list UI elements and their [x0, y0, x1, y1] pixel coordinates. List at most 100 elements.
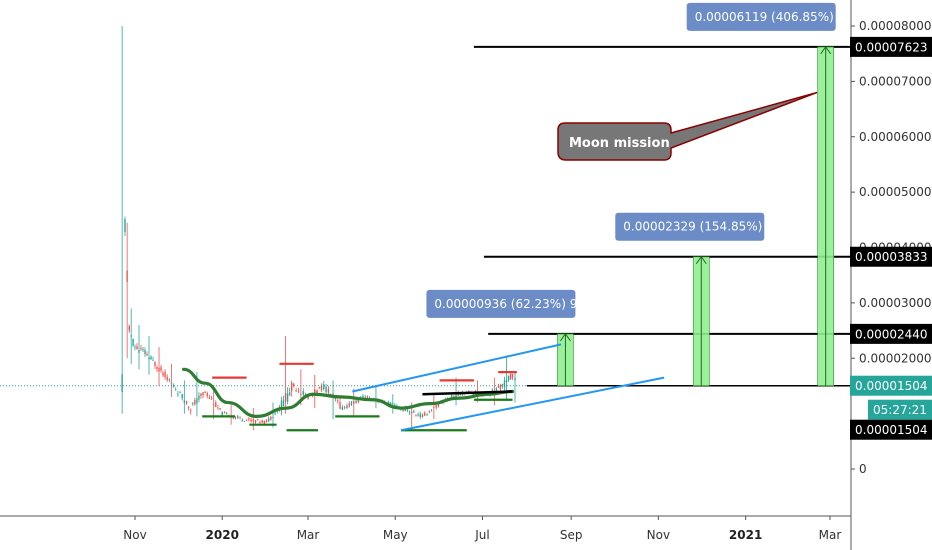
projection-label[interactable]: 0.00000936 (62.23%) 936 [426, 289, 593, 318]
candle-body [295, 390, 297, 392]
candle-body [265, 420, 268, 422]
callout-text: Moon mission [569, 136, 670, 151]
candle-body [232, 417, 235, 419]
candle-body [248, 418, 250, 420]
candle-body [158, 367, 160, 372]
candle-body [339, 401, 341, 409]
candle-body [215, 402, 217, 407]
candle-body [366, 396, 369, 400]
candle-body [514, 377, 516, 381]
candle-body [415, 414, 417, 416]
candle-body [208, 397, 211, 399]
candle-body [170, 382, 173, 384]
candle-body [261, 420, 263, 423]
candle-body [302, 391, 304, 395]
candle-body [507, 375, 510, 381]
channel-line[interactable] [352, 343, 562, 393]
time-tick-label: 2021 [729, 528, 762, 542]
candle-body [172, 385, 175, 387]
candle-body [198, 395, 200, 400]
moving-average-line[interactable] [182, 367, 515, 418]
target-price-badge-text: 0.00002440 [855, 327, 928, 341]
candle-body [192, 403, 194, 405]
candles [121, 26, 516, 431]
candle-body [413, 411, 415, 413]
channel-line[interactable] [400, 376, 665, 432]
candle-body [368, 397, 371, 399]
candle-body [323, 384, 325, 390]
last-price-badge-box[interactable] [850, 375, 932, 396]
candle-body [501, 384, 504, 386]
base-price-badge-box[interactable] [850, 419, 932, 440]
candle-body [419, 413, 421, 417]
candle-body [307, 396, 309, 400]
candle-body [388, 402, 390, 404]
candle-body [217, 407, 219, 409]
price-tick-label: 0 [859, 462, 867, 476]
candle-body [154, 362, 156, 367]
price-tick-label: 0.00008000 [859, 19, 932, 33]
candle-body [316, 390, 318, 394]
target-price-badge-box[interactable] [850, 323, 932, 344]
time-tick-label: Sep [560, 528, 583, 542]
projection-arrow-head [695, 255, 707, 265]
candle-body [196, 398, 198, 404]
candle-body [130, 335, 132, 337]
projection-arrow-head [560, 333, 571, 342]
projection-label[interactable]: 0.00002329 (154.85%) 2329 [615, 212, 797, 241]
candle-body [136, 346, 138, 350]
price-tick-label: 0.00006000 [859, 130, 932, 144]
projection-label-text: 0.00002329 (154.85%) 2329 [623, 220, 796, 234]
candle-body [190, 410, 192, 412]
projection-label-box [615, 212, 765, 241]
candle-body [219, 408, 221, 410]
candle-body [225, 413, 228, 414]
candle-body [187, 406, 190, 408]
candle-body [175, 389, 177, 391]
target-price-badge-text: 0.00007623 [855, 40, 928, 54]
candle-body [140, 348, 142, 350]
target-price-badge-box[interactable] [850, 246, 932, 267]
candle-body [257, 418, 259, 420]
support-resistance [202, 362, 517, 432]
candle-body [421, 414, 424, 418]
price-tick-label: 0.00003000 [859, 296, 932, 310]
candle-body [128, 326, 130, 331]
candle-body [451, 395, 453, 398]
candle-body [234, 417, 237, 419]
target-price-badge-box[interactable] [850, 36, 932, 57]
candle-body [325, 386, 327, 393]
candle-body [268, 418, 270, 422]
time-tick-label: 2020 [206, 528, 239, 542]
callout-bubble[interactable] [557, 91, 818, 161]
projection-label-box [686, 2, 836, 31]
candle-body [146, 353, 148, 356]
candle-body [280, 400, 283, 411]
candle-body [183, 400, 186, 403]
projection-label[interactable]: 0.00006119 (406.85%) 61 [686, 2, 853, 31]
candle-body [243, 421, 246, 422]
candle-body [200, 393, 202, 396]
candle-body [270, 416, 272, 420]
candle-body [194, 400, 196, 405]
candle-body [417, 414, 419, 416]
candle-body [290, 382, 293, 392]
candle-body [293, 383, 295, 386]
candle-body [168, 379, 171, 381]
time-tick-label: Nov [647, 528, 670, 542]
time-axis-panel [0, 516, 851, 550]
candle-body [250, 419, 252, 422]
candle-body [204, 391, 206, 393]
candle-body [459, 394, 462, 396]
candle-body [341, 407, 344, 410]
candle-body [426, 414, 428, 416]
candle-body [472, 393, 474, 395]
candle-body [162, 372, 164, 376]
short-average-line [422, 390, 513, 396]
candle-body [134, 346, 136, 348]
price-axis-panel [851, 0, 932, 550]
time-tick-label: Nov [123, 528, 146, 542]
level-lines [0, 45, 851, 387]
candle-body [221, 411, 223, 416]
